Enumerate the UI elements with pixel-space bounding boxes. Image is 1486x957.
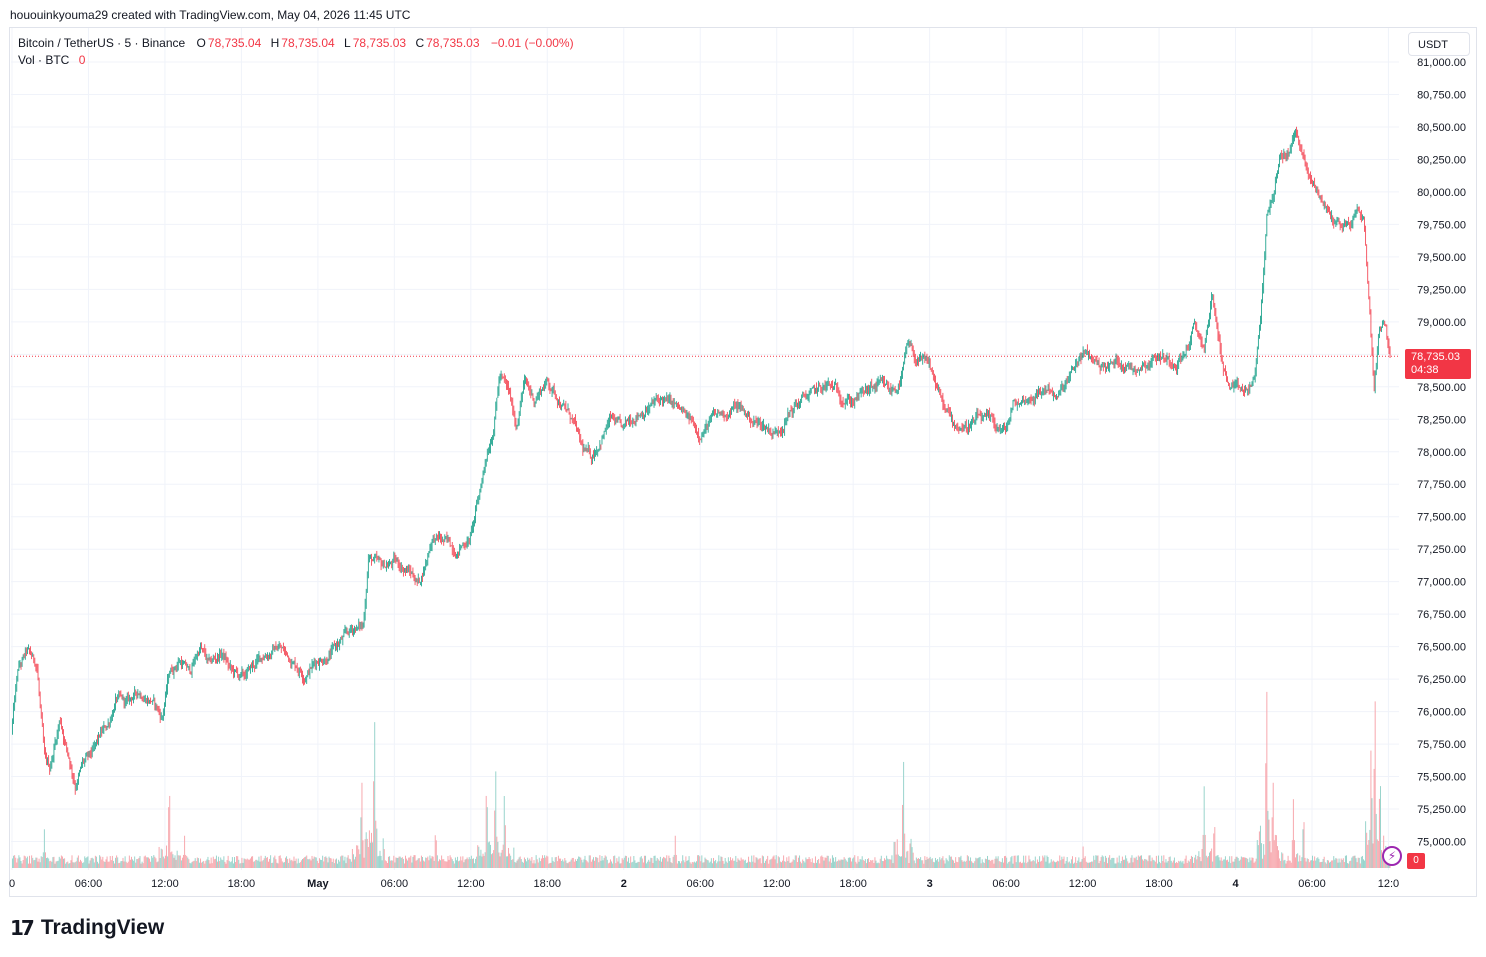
lightning-icon[interactable]: ⚡ [1382,846,1402,866]
y-tick-label-14: 77,500.00 [1417,512,1466,524]
high-label: H [270,36,280,50]
ohlc-row: Bitcoin / TetherUS · 5 · Binance O 78,735… [18,35,576,52]
change-value: −0.01 (−0.00%) [490,36,574,50]
y-tick-label-7: 79,250.00 [1417,284,1466,296]
y-tick-label-2: 80,500.00 [1417,122,1466,134]
y-tick-label-10: 78,500.00 [1417,382,1466,394]
high-value: 78,735.04 [281,36,335,50]
x-tick-label-9: 06:00 [686,878,714,890]
x-tick-label-16: 4 [1232,878,1239,890]
x-tick-label-12: 3 [927,878,933,890]
x-tick-label-15: 18:00 [1145,878,1173,890]
price-axis: 81,000.00 80,750.00 80,500.00 80,250.00 80,0… [1417,57,1466,849]
x-tick-label-8: 2 [621,878,627,890]
close-value: 78,735.03 [426,36,480,50]
y-tick-label-8: 79,000.00 [1417,317,1466,329]
open-value: 78,735.04 [207,36,262,50]
x-tick-label-11: 18:00 [839,878,867,890]
tv-logo-word: TradingView [40,916,165,939]
volume-label[interactable]: Vol · BTC [18,53,70,67]
volume-value: 0 [78,53,86,67]
chart-frame [9,27,1477,897]
tv-logo-icon: 17 [10,916,35,940]
y-tick-label-0: 81,000.00 [1417,57,1466,69]
y-tick-label-21: 75,750.00 [1417,739,1466,751]
x-tick-label-0: 0 [9,878,15,890]
y-tick-label-5: 79,750.00 [1417,219,1466,231]
x-tick-label-18: 12:0 [1378,878,1399,890]
time-axis: 0 06:00 12:00 18:00 May 06:00 12:00 18:00 2 06:00… [9,878,1399,890]
chart-grid [11,28,1399,870]
y-tick-label-4: 80,000.00 [1417,187,1466,199]
y-tick-label-11: 78,250.00 [1417,414,1466,426]
chart-credit: hououinkyouma29 created with TradingView… [10,8,411,22]
x-tick-label-17: 06:00 [1298,878,1326,890]
y-tick-label-3: 80,250.00 [1417,154,1466,166]
y-tick-label-24: 75,000.00 [1417,837,1466,849]
low-value: 78,735.03 [352,36,407,50]
y-tick-label-13: 77,750.00 [1417,479,1466,491]
x-tick-label-5: 06:00 [381,878,409,890]
volume-row: Vol · BTC 0 [18,52,576,69]
last-price-value: 78,735.03 [1411,351,1460,363]
y-tick-label-17: 76,750.00 [1417,609,1466,621]
x-tick-label-1: 06:00 [75,878,103,890]
x-tick-label-4: May [307,878,329,890]
tradingview-logo[interactable]: 17 TradingView [10,915,164,941]
low-label: L [344,36,351,50]
y-tick-label-20: 76,000.00 [1417,707,1466,719]
x-tick-label-6: 12:00 [457,878,485,890]
symbol-name[interactable]: Bitcoin / TetherUS · 5 · Binance [18,36,186,50]
x-tick-label-13: 06:00 [992,878,1020,890]
volume-bars [12,691,1391,868]
close-label: C [415,36,425,50]
currency-selector[interactable]: USDT [1408,32,1470,56]
price-candles [12,126,1391,795]
y-tick-label-12: 78,000.00 [1417,447,1466,459]
y-tick-label-23: 75,250.00 [1417,804,1466,816]
y-tick-label-6: 79,500.00 [1417,252,1466,264]
y-tick-label-1: 80,750.00 [1417,89,1466,101]
volume-tag: 0 [1407,853,1425,869]
x-tick-label-10: 12:00 [763,878,791,890]
x-tick-label-14: 12:00 [1069,878,1097,890]
y-tick-label-16: 77,000.00 [1417,577,1466,589]
x-tick-label-7: 18:00 [534,878,562,890]
symbol-legend: Bitcoin / TetherUS · 5 · Binance O 78,735… [18,35,576,69]
last-price-tag: 78,735.03 04:38 [1405,349,1471,379]
x-tick-label-2: 12:00 [151,878,179,890]
y-tick-label-22: 75,500.00 [1417,772,1466,784]
open-label: O [196,36,206,50]
x-tick-label-3: 18:00 [228,878,256,890]
y-tick-label-15: 77,250.00 [1417,544,1466,556]
bar-countdown: 04:38 [1411,364,1439,376]
y-tick-label-18: 76,500.00 [1417,642,1466,654]
y-tick-label-19: 76,250.00 [1417,674,1466,686]
